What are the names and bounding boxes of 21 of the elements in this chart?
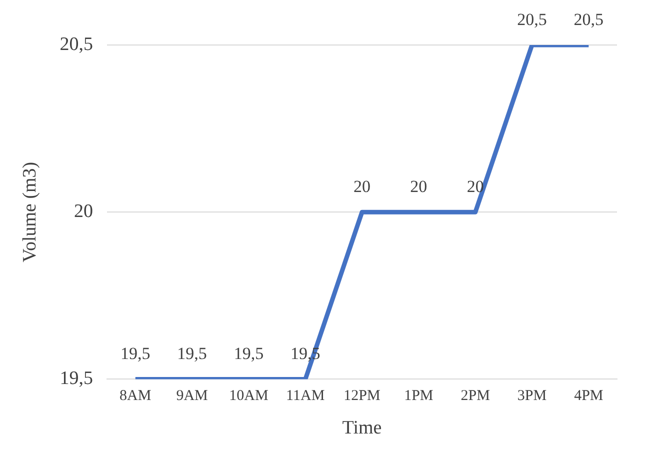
x-tick-label: 4PM [574,388,604,404]
data-label: 19,5 [120,344,150,364]
data-label: 20 [410,177,428,196]
data-label: 20,5 [517,10,547,29]
y-axis-title: Volume (m3) [19,162,40,262]
x-tick-label: 2PM [460,388,490,404]
x-tick-label: 8AM [120,388,152,404]
data-label: 19,5 [234,344,264,364]
x-tick-label: 1PM [404,388,434,404]
x-tick-label: 11AM [286,388,325,404]
y-tick-label: 19,5 [60,368,94,390]
y-tick-label: 20,5 [60,34,94,55]
x-tick-label: 9AM [176,388,208,404]
data-label: 19,5 [177,344,207,364]
y-tick-label: 20 [74,201,94,222]
x-tick-label: 12PM [344,388,380,404]
x-axis-title: Time [342,418,382,439]
x-tick-label: 3PM [517,388,547,404]
data-label: 20 [354,177,371,196]
x-tick-label: 10AM [229,388,268,404]
data-label: 20,5 [574,10,604,29]
